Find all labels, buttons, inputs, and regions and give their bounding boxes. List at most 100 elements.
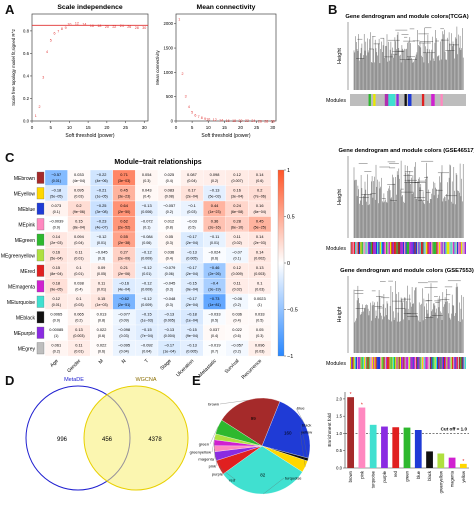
heatmap-cell-p: (0.6) [98,334,105,338]
module-band [352,242,354,254]
heatmap-cell-r: −0.13 [187,343,197,348]
pie-label: red [229,478,235,483]
module-band [405,242,407,254]
module-band [437,242,439,254]
enrichment-ytick-label: 1.0 [336,431,342,436]
mean-connectivity-frame [175,13,277,122]
heatmap-cell-r: −0.06 [232,296,242,301]
module-band [447,242,450,254]
heatmap-cell-p: (1) [54,334,58,338]
module-band [390,357,392,369]
panel-letter-d: D [5,373,15,388]
module-band [400,242,402,254]
heatmap-cell-r: 0.038 [74,281,84,286]
panel-letter-b: B [328,2,338,17]
scale-independence-point: 20 [105,25,109,29]
enrichment-category-label: yellow [461,470,466,483]
module-band [402,242,405,254]
module-band [442,357,444,369]
heatmap-column-label: M [98,358,105,365]
module-band [432,357,434,369]
dendrogram-ylabel: Height [337,189,343,205]
heatmap-cell-p: (3e−04) [231,194,244,198]
module-band [362,242,365,254]
module-band [384,94,390,106]
mean-connectivity-xtick-label: 0 [175,125,178,130]
heatmap-cell-r: −0.13 [142,203,152,208]
scale-independence-xtick-label: 10 [67,125,73,130]
heatmap-cell-p: (4e−04) [73,179,86,183]
heatmap-cell-r: 0.62 [120,219,128,224]
module-band [455,357,457,369]
heatmap-cell-r: 0.44 [211,203,219,208]
scale-independence-ytick-label: 0.0 [23,119,30,124]
heatmap-cell-r: 0.24 [233,203,241,208]
heatmap-cell-p: (0.3) [166,241,173,245]
module-band [450,242,452,254]
dendrogram-2: Gene dendrogram and module colors (GSE46… [326,148,474,254]
heatmap-cell-p: (0.005) [186,349,197,353]
enrichment-category-label: green [405,470,410,481]
module-band [371,242,374,254]
heatmap-cell-p: (0.01) [74,256,83,260]
heatmap-cell-p: (0.4) [211,334,218,338]
heatmap-cell-r: −0.11 [210,234,220,239]
pie-count: 82 [260,472,266,477]
heatmap-cell-p: (4e−06) [95,179,108,183]
enrichment-ytick-label: 0.5 [336,448,342,453]
module-band [430,357,432,369]
heatmap-column-label: Age [49,358,60,369]
heatmap-column-label: T [144,358,150,364]
scale-independence-point: 30 [142,26,146,30]
enrichment-bar-chart: Enrichment fold 0.0 0.5 1.0 1.5 2.0 Cut off = … [327,392,469,493]
heatmap-cell-r: −0.62 [119,296,129,301]
mean-connectivity-xtick-label: 5 [191,125,194,130]
heatmap-cell-r: 0.065 [74,312,84,317]
heatmap-cell-p: (0.04) [119,349,128,353]
heatmap-cell-r: −0.46 [210,265,220,270]
module-trait-heatmap: Module−trait relationships MEbrown −0.57 (0… [1,159,298,381]
heatmap-cell-p: (0.5) [211,318,218,322]
module-band [452,357,454,369]
heatmap-cell-r: 0.1 [76,296,81,301]
module-color-swatch [36,202,45,215]
heatmap-cell-r: 0.12 [233,172,241,177]
heatmap-cell-p: (0.009) [141,287,152,291]
heatmap-cell-p: (7e−06) [253,194,266,198]
heatmap-cell-r: −0.024 [208,250,221,255]
heatmap-cell-p: (0.04) [187,179,196,183]
venn-label-right: WGCNA [135,377,156,383]
mean-connectivity-point: 5 [191,110,193,114]
module-band [404,94,407,106]
heatmap-cell-r: 0.00085 [49,327,63,332]
heatmap-cell-r: −0.57 [51,172,61,177]
module-band [445,357,447,369]
module-band [441,357,443,369]
module-band [389,357,391,369]
enrichment-bar-yellow [459,463,467,468]
module-band [379,357,381,369]
heatmap-cell-p: (5e−25) [253,225,266,229]
heatmap-cell-r: −0.12 [142,281,152,286]
module-band [423,357,425,369]
module-band [417,357,419,369]
colorbar-tick-label: 0.5 [287,215,295,221]
heatmap-cell-r: −0.045 [163,281,175,286]
mean-connectivity-point: 10 [206,117,210,121]
heatmap-cell-p: (0.03) [187,210,196,214]
heatmap-cell-p: (2e−26) [208,272,221,276]
heatmap-cell-p: (2e−03) [253,241,266,245]
pie-leader-line [213,442,216,460]
module-band [402,357,404,369]
module-band [461,357,463,369]
mean-connectivity-point: 14 [219,119,223,123]
heatmap-cell-r: 0.15 [53,265,61,270]
module-band [370,242,372,254]
heatmap-cell-p: (0.6) [211,256,218,260]
module-band [380,357,382,369]
mean-connectivity-point: 26 [258,119,262,123]
mean-connectivity-point: 6 [194,113,196,117]
heatmap-cell-p: (0.2) [75,318,82,322]
heatmap-cell-p: (2e−04) [186,194,199,198]
